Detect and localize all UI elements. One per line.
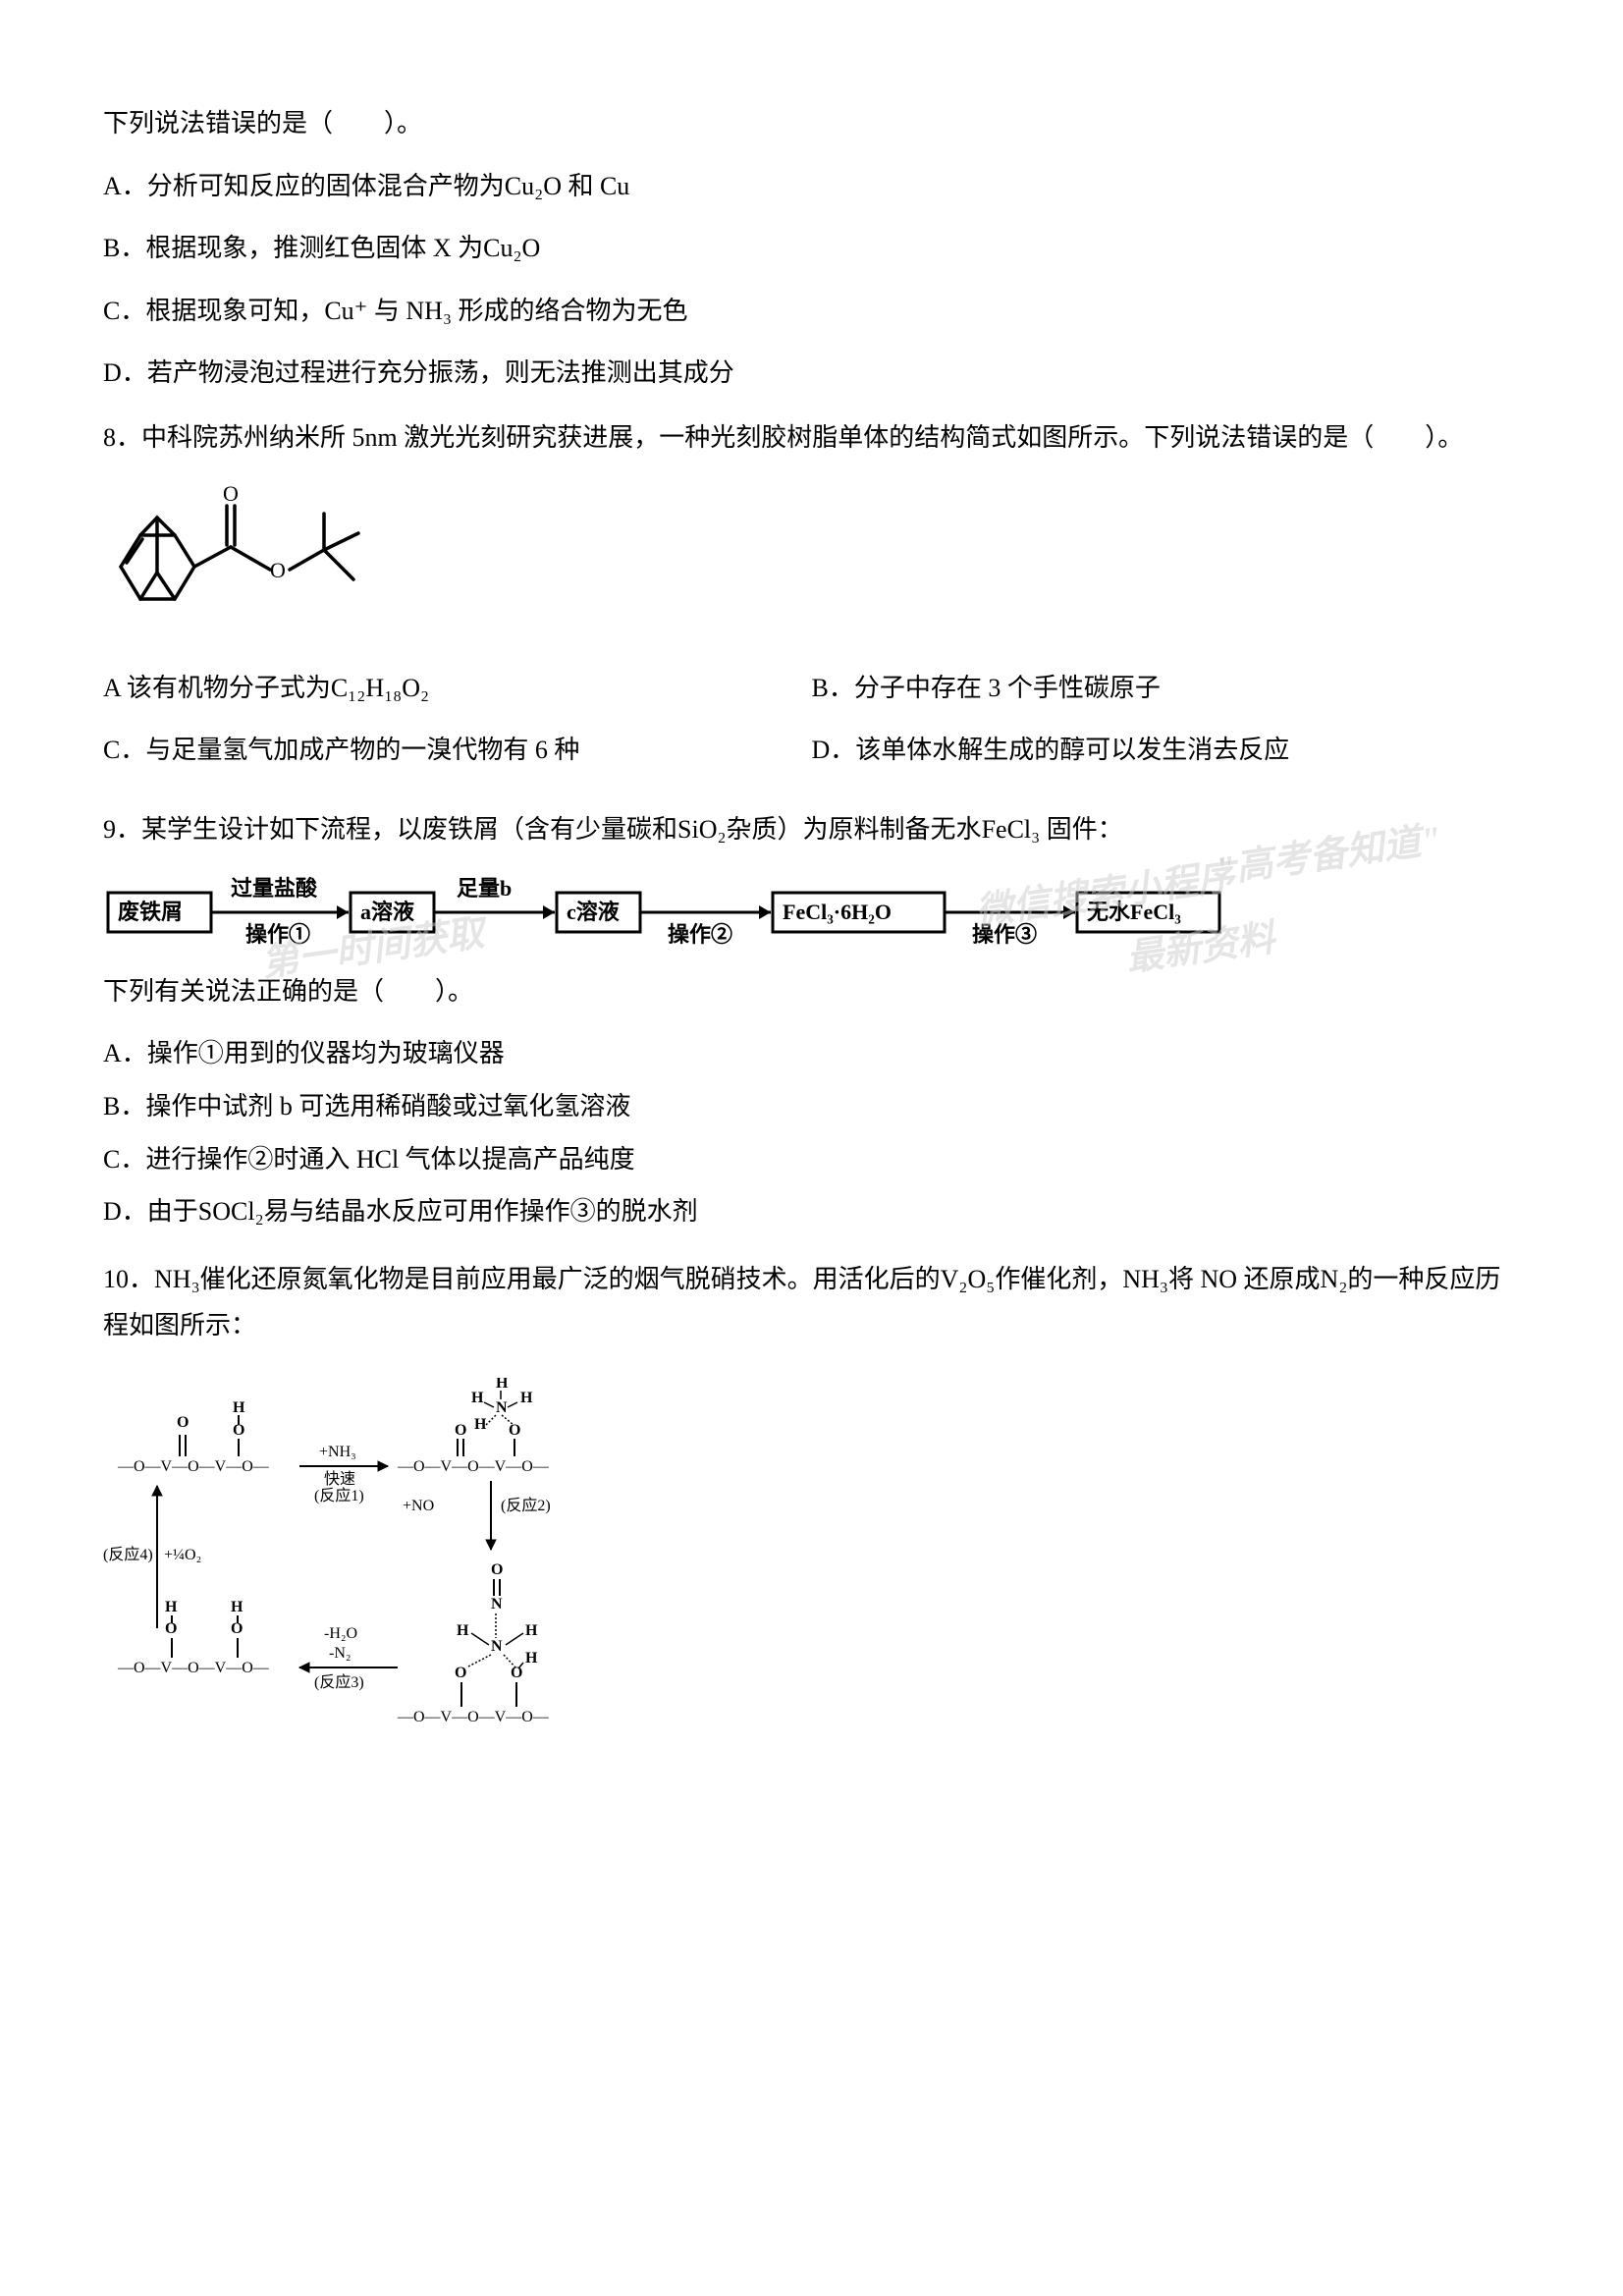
svg-text:+NO: +NO	[403, 1498, 434, 1514]
q10-reaction-diagram: —O—V—O—V—O— O H O +NH₃ 快速 (反应1) —O—V—O—V…	[103, 1363, 1520, 1761]
q8-option-c: C．与足量氢气加成产物的一溴代物有 6 种	[103, 730, 812, 771]
q9-d-pre: D．由于	[103, 1197, 198, 1226]
q9-post: 杂质）为原料制备无水	[727, 815, 982, 844]
q10-chem2: V₂O₅	[941, 1265, 996, 1293]
q7-c-post: 形成的络合物为无色	[452, 297, 688, 325]
q9-pre: 9．某学生设计如下流程，以废铁屑（含有少量碳和	[103, 815, 677, 844]
svg-text:+NH₃: +NH₃	[319, 1444, 356, 1460]
q7-option-b: B．根据现象，推测红色固体 X 为Cu₂O	[103, 228, 1520, 269]
q9-option-c: C．进行操作②时通入 HCl 气体以提高产品纯度	[103, 1139, 1520, 1180]
q8-a-pre: A 该有机物分子式为	[103, 674, 331, 702]
q10-pre: 10．	[103, 1265, 154, 1293]
flow-box-1: 废铁屑	[118, 900, 183, 924]
q9-end: FeCl₃	[982, 815, 1041, 844]
svg-text:a溶液: a溶液	[360, 900, 414, 924]
q9-d-chem: SOCl₂	[198, 1197, 264, 1226]
q7-a-pre: A．分析可知反应的固体混合产物为	[103, 172, 505, 200]
q9-flowchart: "高考备知道" 微信搜索小程序 第一时间获取 最新资料 废铁屑 过量盐酸 操作①…	[103, 868, 1520, 957]
q8-option-d: D．该单体水解生成的醇可以发生消去反应	[812, 730, 1521, 771]
svg-text:H: H	[520, 1390, 533, 1406]
svg-text:操作②: 操作②	[668, 922, 732, 947]
svg-text:H: H	[233, 1399, 245, 1416]
svg-text:H: H	[457, 1622, 469, 1639]
svg-text:操作①: 操作①	[245, 922, 310, 947]
svg-text:N: N	[491, 1638, 503, 1655]
svg-text:N: N	[491, 1596, 503, 1613]
svg-text:-H₂O: -H₂O	[324, 1625, 357, 1642]
svg-text:过量盐酸: 过量盐酸	[231, 876, 318, 901]
svg-text:(反应4): (反应4)	[103, 1545, 153, 1563]
q10-text: 10．NH₃催化还原氮氧化物是目前应用最广泛的烟气脱硝技术。用活化后的V₂O₅作…	[103, 1257, 1520, 1349]
q7-option-a: A．分析可知反应的固体混合产物为Cu₂O 和 Cu	[103, 166, 1520, 207]
svg-text:O: O	[511, 1665, 522, 1681]
svg-text:H: H	[471, 1390, 484, 1406]
svg-text:足量b: 足量b	[457, 876, 512, 901]
q10-chem1: NH₃	[154, 1265, 200, 1293]
q8-text: 8．中科院苏州纳米所 5nm 激光光刻研究获进展，一种光刻胶树脂单体的结构简式如…	[103, 415, 1520, 462]
svg-text:无水FeCl₃: 无水FeCl₃	[1087, 900, 1181, 924]
svg-text:—O—V—O—V—O—: —O—V—O—V—O—	[397, 1709, 550, 1725]
q7-intro: 下列说法错误的是（ ）。	[103, 103, 1520, 144]
svg-text:—O—V—O—V—O—: —O—V—O—V—O—	[117, 1660, 270, 1676]
q7-b-pre: B．根据现象，推测红色固体 X 为	[103, 234, 483, 262]
q9-option-a: A．操作①用到的仪器均为玻璃仪器	[103, 1033, 1520, 1074]
svg-text:O: O	[455, 1665, 466, 1681]
q9-mid: SiO₂	[677, 815, 727, 844]
q9-d-post: 易与结晶水反应可用作操作③的脱水剂	[264, 1197, 698, 1226]
svg-text:H: H	[496, 1378, 509, 1392]
q10-mid2: 作催化剂，	[995, 1265, 1122, 1293]
q9-followup: 下列有关说法正确的是（ ）。	[103, 971, 1520, 1012]
svg-text:O: O	[509, 1422, 520, 1439]
svg-text:-N₂: -N₂	[329, 1645, 351, 1662]
svg-text:O: O	[491, 1561, 503, 1578]
svg-text:(反应2): (反应2)	[501, 1496, 551, 1514]
q10-chem4: N₂	[1321, 1265, 1348, 1293]
q7-option-d: D．若产物浸泡过程进行充分振荡，则无法推测出其成分	[103, 353, 1520, 394]
q10-mid3: 将 NO 还原成	[1168, 1265, 1321, 1293]
svg-text:—O—V—O—V—O—: —O—V—O—V—O—	[397, 1458, 550, 1475]
svg-text:H: H	[474, 1416, 487, 1433]
svg-text:FeCl₃·6H₂O: FeCl₃·6H₂O	[783, 900, 892, 924]
q8-molecule-structure: O O	[103, 476, 1520, 653]
svg-text:O: O	[455, 1422, 466, 1439]
q7-c-pre: C．根据现象可知，	[103, 297, 324, 325]
q9-text: 9．某学生设计如下流程，以废铁屑（含有少量碳和SiO₂杂质）为原料制备无水FeC…	[103, 807, 1520, 853]
q9-option-b: B．操作中试剂 b 可选用稀硝酸或过氧化氢溶液	[103, 1086, 1520, 1127]
svg-text:操作③: 操作③	[972, 922, 1037, 947]
q10-chem3: NH₃	[1122, 1265, 1168, 1293]
q8-option-a: A 该有机物分子式为C₁₂H₁₈O₂	[103, 668, 812, 709]
q7-c-mid: Cu⁺ 与 NH₃	[324, 297, 452, 325]
q7-b-chem: Cu₂O	[483, 234, 540, 262]
svg-text:(反应1): (反应1)	[314, 1486, 364, 1504]
q7-option-c: C．根据现象可知，Cu⁺ 与 NH₃ 形成的络合物为无色	[103, 291, 1520, 332]
svg-text:H: H	[231, 1599, 243, 1615]
svg-text:快速: 快速	[324, 1470, 355, 1488]
svg-text:N: N	[496, 1399, 508, 1416]
q8-options: A 该有机物分子式为C₁₂H₁₈O₂ B．分子中存在 3 个手性碳原子 C．与足…	[103, 668, 1520, 793]
svg-text:(反应3): (反应3)	[314, 1672, 364, 1691]
svg-text:H: H	[525, 1622, 538, 1639]
q9-final: 固件：	[1040, 815, 1123, 844]
svg-text:H: H	[525, 1650, 538, 1667]
svg-text:O: O	[177, 1414, 189, 1431]
svg-text:O: O	[270, 558, 286, 582]
q9-option-d: D．由于SOCl₂易与结晶水反应可用作操作③的脱水剂	[103, 1191, 1520, 1232]
svg-text:O: O	[223, 481, 239, 506]
svg-text:c溶液: c溶液	[567, 900, 620, 924]
svg-text:H: H	[165, 1599, 178, 1615]
q8-a-chem: C₁₂H₁₈O₂	[331, 674, 429, 702]
svg-text:—O—V—O—V—O—: —O—V—O—V—O—	[117, 1458, 270, 1475]
svg-text:+¼O₂: +¼O₂	[164, 1547, 201, 1563]
q7-a-chem: Cu₂O 和 Cu	[505, 172, 630, 200]
q10-mid1: 催化还原氮氧化物是目前应用最广泛的烟气脱硝技术。用活化后的	[200, 1265, 941, 1293]
q8-option-b: B．分子中存在 3 个手性碳原子	[812, 668, 1521, 709]
